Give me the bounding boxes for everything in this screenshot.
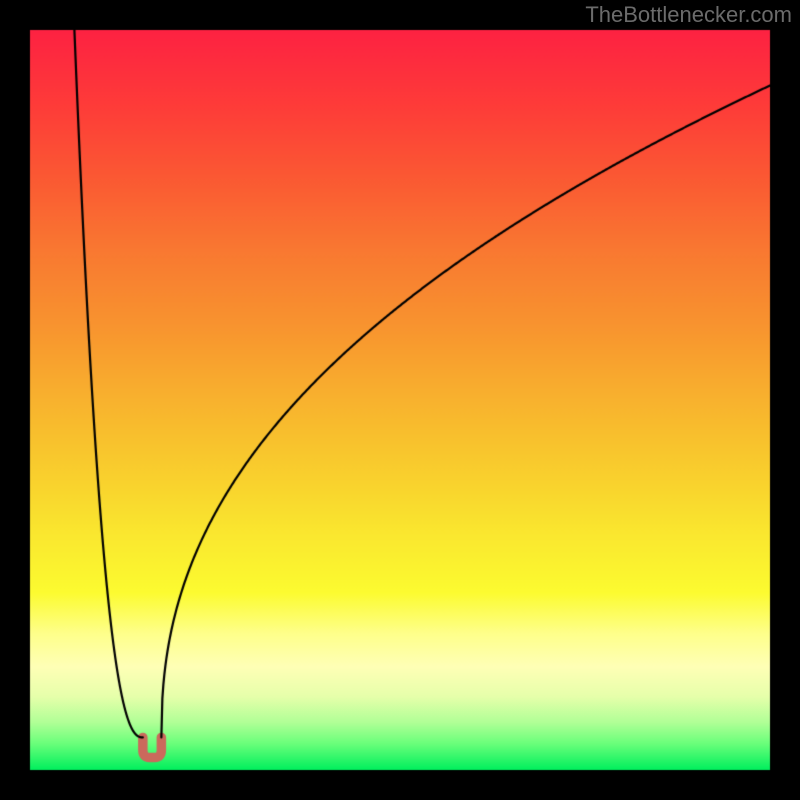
chart-container: TheBottlenecker.com [0,0,800,800]
watermark-text: TheBottlenecker.com [585,2,792,28]
bottleneck-curve-canvas [0,0,800,800]
